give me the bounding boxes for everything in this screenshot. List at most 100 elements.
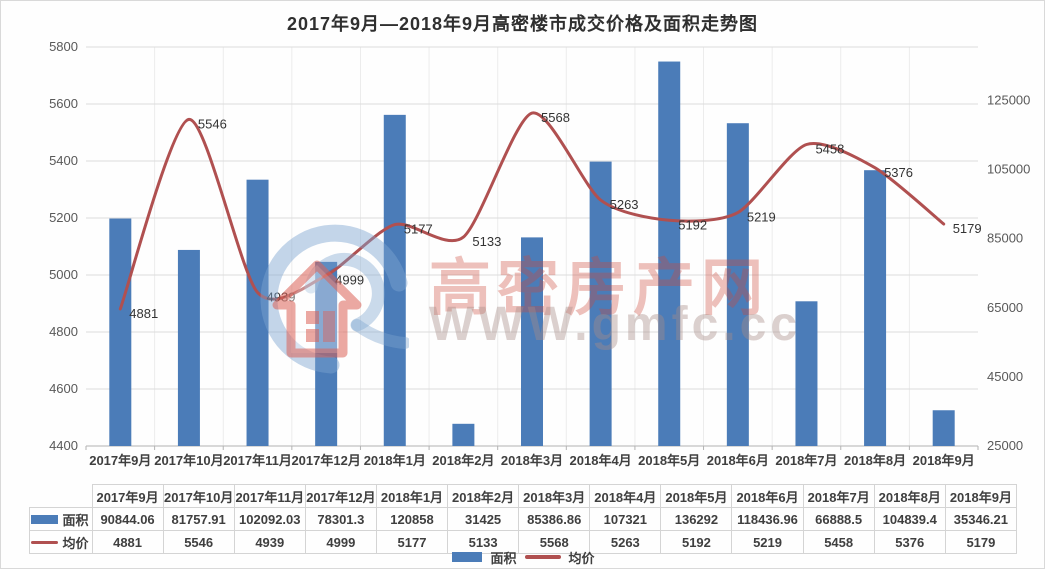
table-row-header: 面积: [29, 507, 93, 531]
table-column-header: 2018年7月: [802, 484, 875, 508]
table-cell: 4999: [304, 530, 377, 554]
right-axis-tick-label: 105000: [987, 162, 1030, 177]
price-point-label: 5133: [472, 234, 501, 249]
area-series-swatch: [31, 514, 59, 524]
category-label: 2018年3月: [501, 453, 563, 468]
table-cell: 78301.3: [304, 507, 377, 531]
table-cell: 5546: [162, 530, 235, 554]
price-point-label: 5546: [198, 116, 227, 131]
table-cell: 5263: [589, 530, 662, 554]
table-column-header: 2018年4月: [589, 484, 662, 508]
right-axis-tick-label: 125000: [987, 93, 1030, 108]
table-cell: 81757.91: [162, 507, 235, 531]
table-cell: 85386.86: [518, 507, 591, 531]
price-point-label: 5179: [953, 221, 982, 236]
table-column-header: 2018年8月: [873, 484, 946, 508]
price-point-label: 5568: [541, 110, 570, 125]
table-column-header: 2018年9月: [944, 484, 1018, 508]
left-axis-tick-label: 5200: [49, 210, 78, 225]
table-cell: 102092.03: [233, 507, 306, 531]
category-label: 2018年7月: [775, 453, 837, 468]
table-row-label: 面积: [62, 512, 89, 528]
area-bar: [452, 423, 475, 446]
table-cell: 5179: [944, 530, 1018, 554]
table-corner-cell: [29, 484, 93, 508]
category-label: 2018年4月: [570, 453, 632, 468]
area-bar: [795, 301, 818, 446]
category-label: 2018年1月: [364, 453, 426, 468]
chart-title: 2017年9月—2018年9月高密楼市成交价格及面积走势图: [286, 14, 759, 34]
table-cell: 5177: [375, 530, 449, 554]
right-axis-tick-label: 25000: [987, 438, 1023, 453]
price-point-label: 4939: [267, 289, 296, 304]
area-series-swatch: [452, 552, 483, 562]
area-bar: [864, 170, 887, 446]
chart-legend: 面积 均价: [1, 548, 1044, 566]
table-cell: 66888.5: [802, 507, 875, 531]
right-axis-tick-label: 45000: [987, 369, 1023, 384]
category-label: 2018年6月: [707, 453, 769, 468]
area-bar: [521, 237, 543, 446]
table-cell: 5458: [802, 530, 875, 554]
area-bar: [315, 261, 338, 446]
table-cell: 5133: [447, 530, 520, 554]
category-label: 2018年8月: [844, 453, 906, 468]
price-line: [118, 111, 946, 311]
left-axis-tick-label: 5600: [49, 96, 78, 111]
table-row: 均价 4881 5546 4939 4999 5177 5133 5568 5263 5192 52…: [29, 530, 1018, 554]
table-column-header: 2018年6月: [731, 484, 804, 508]
category-label: 2018年9月: [913, 453, 975, 468]
data-table: 2017年9月 2017年10月 2017年11月 2017年12月 2018年1月 20…: [29, 484, 1018, 554]
table-cell: 90844.06: [91, 507, 164, 531]
price-point-label: 5376: [884, 165, 913, 180]
table-cell: 4939: [233, 530, 306, 554]
table-row: 面积 90844.06 81757.91 102092.03 78301.3 120858…: [29, 507, 1018, 531]
price-point-label: 5458: [815, 141, 844, 156]
table-column-header: 2018年5月: [660, 484, 733, 508]
right-axis-tick-label: 65000: [987, 300, 1023, 315]
table-cell: 5376: [873, 530, 946, 554]
price-point-label: 5263: [610, 197, 639, 212]
category-label: 2017年12月: [291, 453, 360, 468]
table-cell: 104839.4: [873, 507, 946, 531]
table-cell: 31425: [447, 507, 520, 531]
data-table-wrap: 2017年9月 2017年10月 2017年11月 2017年12月 2018年1月 20…: [29, 484, 1018, 554]
price-point-label: 5219: [747, 210, 776, 225]
price-series-swatch: [31, 540, 59, 544]
table-row-header: 均价: [29, 530, 93, 554]
legend-area-label: 面积: [490, 550, 517, 566]
table-column-header: 2018年2月: [447, 484, 520, 508]
left-axis-tick-label: 4800: [49, 324, 78, 339]
table-cell: 120858: [375, 507, 449, 531]
price-point-label: 4999: [335, 272, 364, 287]
area-bar: [932, 410, 955, 446]
area-bar: [109, 218, 132, 446]
left-axis-tick-label: 4600: [49, 381, 78, 396]
price-point-label: 4881: [129, 306, 158, 321]
area-bar: [383, 114, 406, 446]
price-series-swatch: [524, 555, 561, 559]
area-bar: [177, 249, 200, 446]
table-cell: 136292: [660, 507, 733, 531]
area-bar: [726, 123, 749, 446]
table-column-header: 2017年10月: [162, 484, 235, 508]
table-cell: 5219: [731, 530, 804, 554]
table-cell: 4881: [91, 530, 164, 554]
table-cell: 5568: [518, 530, 591, 554]
table-cell: 35346.21: [944, 507, 1018, 531]
area-bar: [658, 61, 681, 446]
combo-chart: 5800 5600 5400 5200 5000 4800 4600 4400 125000 10…: [49, 39, 1030, 468]
left-axis-tick-label: 4400: [49, 438, 78, 453]
price-point-label: 5192: [678, 217, 707, 232]
table-cell: 107321: [589, 507, 662, 531]
table-cell: 118436.96: [731, 507, 804, 531]
right-axis-tick-label: 85000: [987, 231, 1023, 246]
left-axis-tick-label: 5400: [49, 153, 78, 168]
area-bar: [246, 179, 269, 447]
table-row-label: 均价: [62, 535, 89, 551]
category-label: 2018年5月: [638, 453, 700, 468]
left-axis-tick-label: 5800: [49, 39, 78, 54]
table-column-header: 2017年9月: [91, 484, 164, 508]
table-column-header: 2018年3月: [518, 484, 591, 508]
table-cell: 5192: [660, 530, 733, 554]
